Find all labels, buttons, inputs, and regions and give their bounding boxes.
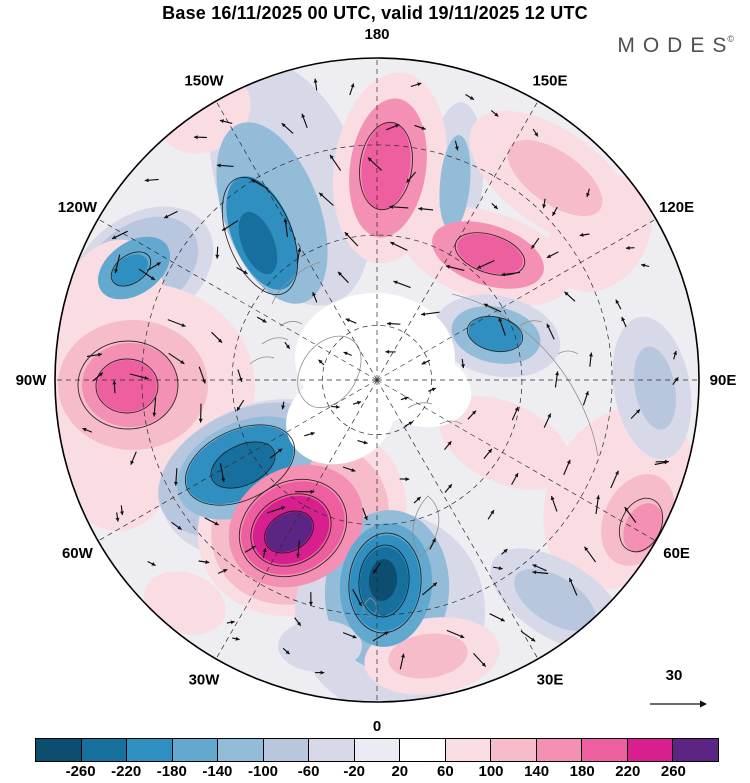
colorbar-cell	[172, 739, 219, 761]
svg-text:180: 180	[364, 28, 389, 43]
svg-text:150E: 150E	[532, 72, 567, 89]
chart-title: Base 16/11/2025 00 UTC, valid 19/11/2025…	[162, 3, 588, 23]
colorbar-cell	[491, 739, 537, 761]
colorbar-cell	[127, 739, 173, 761]
colorbar-ticks: -260 -220 -180 -140 -100 -60 -20 20 60 100 140 180 2…	[35, 762, 719, 782]
svg-text:120E: 120E	[659, 199, 694, 216]
wind-arrows	[82, 78, 679, 675]
colorbar-tick-label: -20	[343, 763, 366, 780]
colorbar-tick-label: -140	[202, 763, 233, 780]
colorbar-tick-label: -260	[65, 763, 96, 780]
colorbar-cell	[354, 739, 401, 761]
vector-scale: 30	[650, 667, 707, 708]
colorbar-tick-label: 20	[391, 763, 409, 780]
colorbar-tick-label: 180	[569, 763, 595, 780]
colorbar-cell	[445, 739, 492, 761]
polar-map: 180 150E 120E 90E 60E 30E 0 30W 60W 90W 120W 150W 30	[16, 28, 737, 735]
colorbar-tick-label: 140	[524, 763, 550, 780]
colorbar-tick-label: 100	[478, 763, 504, 780]
map-boundary	[54, 57, 700, 703]
svg-text:150W: 150W	[184, 72, 224, 89]
svg-text:90W: 90W	[16, 372, 48, 389]
colorbar-cell	[309, 739, 355, 761]
coastlines	[249, 261, 599, 617]
colorbar-cell	[218, 739, 264, 761]
colorbar-cell	[673, 739, 718, 761]
colorbar-tick-label: -180	[156, 763, 187, 780]
graticule	[55, 58, 699, 702]
colorbar-cell	[582, 739, 628, 761]
copyright-icon: ©	[727, 34, 734, 44]
modes-logo-text: MODES	[617, 34, 735, 57]
colorbar-cell	[400, 739, 446, 761]
modes-logo: MODES©	[617, 34, 734, 58]
colorbar-tick-label: 220	[615, 763, 641, 780]
svg-text:90E: 90E	[710, 372, 737, 389]
colorbar-tick-label: -220	[111, 763, 142, 780]
colorbar-cell	[36, 739, 82, 761]
svg-text:30W: 30W	[189, 672, 221, 689]
colorbar-tick-label: 60	[437, 763, 454, 780]
svg-text:120W: 120W	[58, 199, 98, 216]
colorbar-cell	[263, 739, 310, 761]
colorbar-tick-label: -100	[247, 763, 279, 780]
colorbar-cell	[536, 739, 583, 761]
vector-scale-arrowhead	[700, 700, 707, 708]
colorbar	[35, 738, 719, 762]
colorbar-tick-label: 260	[660, 763, 686, 780]
svg-text:60E: 60E	[663, 545, 690, 562]
longitude-labels: 180 150E 120E 90E 60E 30E 0 30W 60W 90W 120W 150W	[16, 28, 737, 735]
svg-text:60W: 60W	[62, 545, 94, 562]
svg-text:0: 0	[373, 718, 381, 735]
colorbar-cell	[627, 739, 674, 761]
contour-lines	[77, 121, 664, 634]
anomaly-field	[55, 58, 699, 702]
colorbar-cell	[81, 739, 128, 761]
vector-scale-label: 30	[666, 667, 683, 684]
svg-text:30E: 30E	[537, 672, 564, 689]
colorbar-tick-label: -60	[297, 763, 320, 780]
